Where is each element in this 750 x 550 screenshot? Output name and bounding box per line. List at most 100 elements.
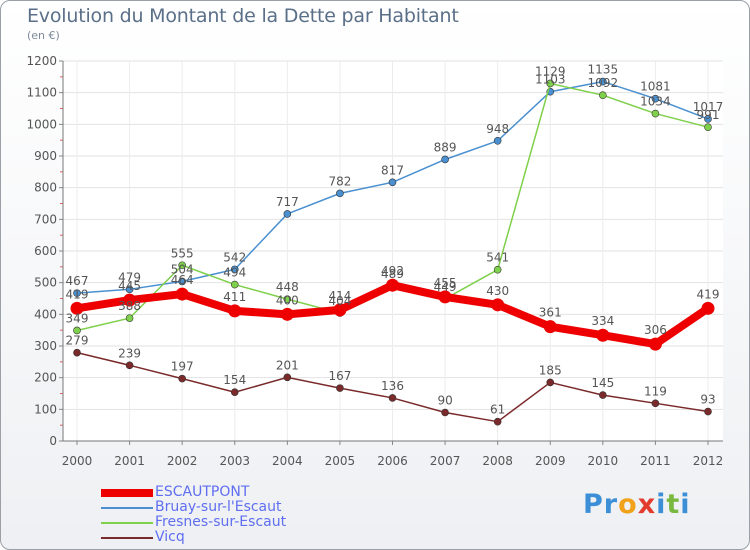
data-point [701, 301, 715, 315]
legend-item: Fresnes-sur-Escaut [101, 515, 286, 530]
data-point [441, 408, 449, 417]
chart-title: Evolution du Montant de la Dette par Hab… [27, 5, 459, 27]
data-label: 349 [66, 311, 89, 325]
data-label: 455 [434, 276, 457, 290]
logo-letter: i [680, 489, 691, 520]
data-point [336, 384, 344, 392]
x-tick-label: 2003 [219, 454, 250, 468]
y-tick-label: 1000 [26, 117, 57, 131]
data-point [491, 298, 505, 312]
proxiti-logo: Proxiti [583, 489, 691, 520]
y-tick-label: 700 [34, 212, 57, 226]
legend-item: Bruay-sur-l'Escaut [101, 500, 286, 515]
data-point [493, 417, 502, 426]
x-tick-label: 2009 [535, 454, 566, 468]
legend-swatch [101, 536, 153, 539]
legend-label: Vicq [155, 529, 185, 545]
legend-label: ESCAUTPONT [155, 484, 250, 500]
data-label: 504 [171, 262, 194, 276]
y-tick-label: 900 [34, 149, 57, 163]
data-label: 419 [66, 287, 89, 301]
data-point [230, 280, 239, 289]
data-point [333, 303, 347, 317]
data-point [493, 137, 502, 145]
data-label: 555 [171, 246, 194, 260]
data-point [438, 290, 452, 304]
data-label: 61 [490, 403, 505, 417]
data-point [441, 155, 449, 164]
data-point [599, 391, 607, 399]
x-tick-label: 2008 [482, 454, 513, 468]
x-tick-label: 2005 [325, 454, 356, 468]
data-point [704, 115, 712, 123]
x-tick-label: 2007 [430, 454, 461, 468]
data-point [175, 287, 189, 301]
y-tick-label: 300 [34, 339, 57, 353]
data-point [73, 348, 81, 357]
data-point [125, 361, 134, 370]
data-label: 991 [697, 108, 720, 122]
legend-label: Bruay-sur-l'Escaut [155, 499, 282, 515]
data-point [228, 304, 242, 318]
data-label: 1017 [693, 100, 724, 114]
data-point [599, 77, 607, 86]
data-label: 467 [66, 274, 89, 288]
x-tick-label: 2006 [377, 454, 408, 468]
data-label: 197 [171, 360, 194, 374]
y-tick-label: 600 [34, 244, 57, 258]
data-point [283, 373, 292, 382]
data-label: 1129 [535, 64, 566, 78]
y-tick-label: 1100 [26, 86, 57, 100]
legend-swatch [101, 521, 153, 524]
data-label: 90 [437, 394, 452, 408]
data-label: 479 [118, 270, 141, 284]
data-label: 464 [171, 273, 194, 287]
data-label: 1103 [535, 73, 566, 87]
data-point [543, 320, 557, 334]
data-label: 541 [486, 251, 509, 265]
y-tick-label: 500 [34, 276, 57, 290]
data-point [283, 210, 292, 218]
data-label: 492 [381, 264, 404, 278]
data-label: 948 [486, 122, 509, 136]
logo-letter: i [656, 489, 667, 520]
data-point [178, 374, 186, 383]
legend-item: Vicq [101, 530, 286, 545]
data-label: 400 [276, 293, 299, 307]
x-tick-label: 2002 [167, 454, 198, 468]
data-label: 449 [434, 280, 457, 294]
data-point [388, 394, 397, 402]
logo-letter: o [618, 489, 638, 520]
data-label: 717 [276, 195, 299, 209]
logo-letter: t [666, 489, 681, 520]
data-point [651, 94, 660, 103]
data-point [280, 307, 294, 321]
data-point [704, 407, 712, 416]
data-label: 361 [539, 306, 562, 320]
x-tick-label: 2010 [588, 454, 619, 468]
data-point [546, 79, 555, 88]
data-label: 154 [223, 373, 246, 387]
x-tick-label: 2004 [272, 454, 303, 468]
logo-letter: x [637, 489, 657, 520]
data-label: 411 [223, 290, 246, 304]
data-label: 167 [328, 369, 351, 383]
data-point [178, 261, 186, 270]
data-label: 404 [328, 294, 351, 308]
data-point [386, 278, 399, 292]
data-label: 494 [223, 266, 246, 280]
y-tick-label: 800 [34, 181, 57, 195]
y-tick-label: 200 [34, 371, 57, 385]
chart-legend: ESCAUTPONT Bruay-sur-l'Escaut Fresnes-sur-… [101, 485, 286, 545]
data-point [546, 378, 555, 387]
x-tick-label: 2011 [640, 454, 671, 468]
y-tick-label: 100 [34, 402, 57, 416]
x-tick-label: 2012 [693, 454, 724, 468]
data-point [648, 337, 662, 351]
data-point [596, 328, 610, 342]
logo-letter: r [603, 489, 619, 520]
y-tick-label: 0 [49, 434, 57, 448]
data-label: 430 [486, 284, 509, 298]
